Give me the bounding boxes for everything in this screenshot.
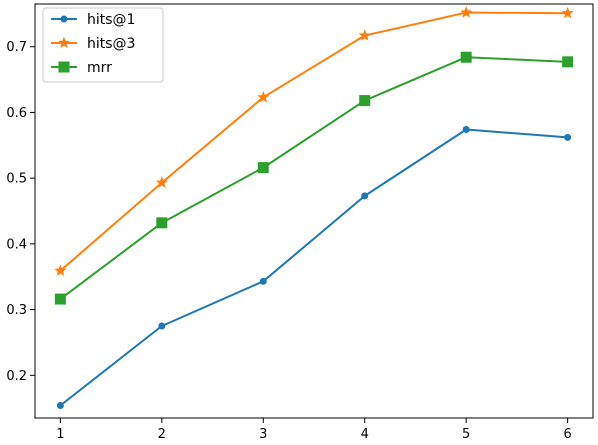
- legend-label: hits@3: [87, 36, 135, 52]
- data-point: [561, 6, 574, 19]
- data-point: [359, 95, 371, 107]
- x-tick-label: 1: [56, 427, 64, 442]
- x-tick-label: 4: [361, 427, 369, 442]
- legend: hits@1 hits@3 mrr: [42, 7, 164, 83]
- y-tick-label: 0.2: [6, 369, 27, 384]
- data-point: [158, 322, 166, 330]
- y-tick-label: 0.7: [6, 40, 27, 55]
- legend-marker: [60, 15, 68, 23]
- data-point: [257, 162, 269, 174]
- series-line: [59, 128, 568, 407]
- series-layer: [54, 6, 574, 410]
- data-point: [564, 133, 572, 141]
- legend-marker: [57, 36, 71, 49]
- data-point: [56, 402, 64, 410]
- legend-marker: [58, 61, 70, 73]
- data-point: [259, 277, 267, 285]
- data-point: [54, 293, 66, 305]
- series-hits-1: [56, 126, 572, 410]
- data-point: [54, 264, 67, 276]
- legend-box: [42, 7, 164, 83]
- data-point: [358, 29, 371, 41]
- plot-frame: [34, 3, 594, 419]
- series-line: [59, 11, 568, 272]
- data-point: [460, 6, 473, 18]
- data-point: [155, 176, 168, 188]
- x-tick-label: 3: [259, 427, 267, 442]
- series-line: [59, 56, 568, 300]
- y-tick-label: 0.3: [6, 303, 27, 318]
- legend-label: mrr: [87, 60, 112, 76]
- series-mrr: [54, 51, 574, 305]
- y-tick-label: 0.4: [6, 237, 27, 252]
- data-point: [460, 51, 472, 63]
- y-tick-label: 0.5: [6, 172, 27, 187]
- axes: 1 2 3 4 5 6 0.2 0.3 0.4 0.5 0.6 0.7: [6, 3, 594, 442]
- x-tick-label: 5: [462, 427, 470, 442]
- y-tick-label: 0.6: [6, 106, 27, 121]
- data-point: [257, 90, 270, 103]
- data-point: [462, 126, 470, 134]
- data-point: [562, 56, 574, 68]
- series-hits-3: [54, 6, 574, 276]
- data-point: [156, 217, 168, 229]
- x-tick-label: 2: [158, 427, 166, 442]
- legend-label: hits@1: [87, 12, 135, 28]
- data-point: [361, 192, 369, 200]
- x-tick-label: 6: [563, 427, 571, 442]
